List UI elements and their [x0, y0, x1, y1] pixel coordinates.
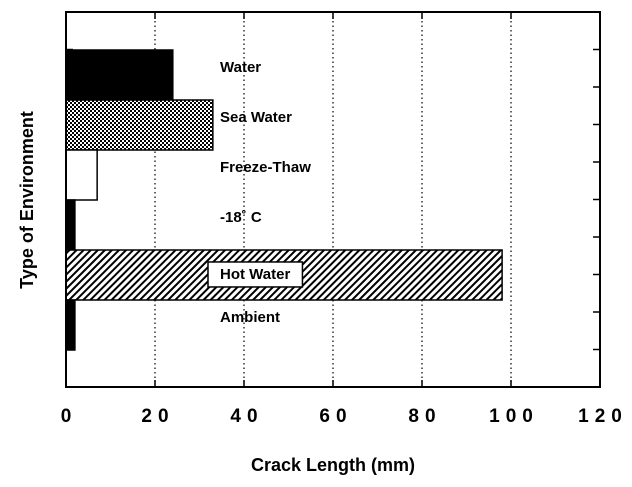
x-axis-title: Crack Length (mm) — [251, 455, 415, 475]
x-tick-label: 120 — [578, 406, 628, 427]
bar — [65, 149, 98, 201]
category-label: Hot Water — [220, 266, 290, 283]
category-label: Sea Water — [220, 109, 292, 126]
x-tick-label: 40 — [230, 406, 263, 427]
category-label: Ambient — [220, 309, 280, 326]
category-label: Water — [220, 59, 261, 76]
bar — [65, 199, 76, 251]
x-tick-label: 80 — [408, 406, 441, 427]
category-label: Freeze-Thaw — [220, 159, 311, 176]
bar — [65, 299, 76, 351]
x-tick-label: 100 — [489, 406, 539, 427]
bar — [65, 49, 174, 101]
category-label: -18˚ C — [220, 209, 262, 226]
bar — [65, 99, 214, 151]
x-tick-label: 60 — [319, 406, 352, 427]
x-tick-label: 20 — [141, 406, 174, 427]
label-box — [207, 261, 304, 288]
plot-frame — [65, 11, 601, 388]
x-tick-label: 0 — [61, 406, 78, 427]
y-axis-title: Type of Environment — [17, 111, 37, 289]
